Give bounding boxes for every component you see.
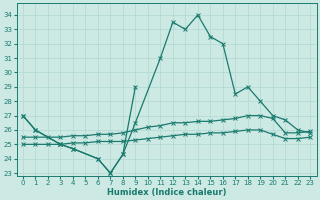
X-axis label: Humidex (Indice chaleur): Humidex (Indice chaleur) — [107, 188, 226, 197]
